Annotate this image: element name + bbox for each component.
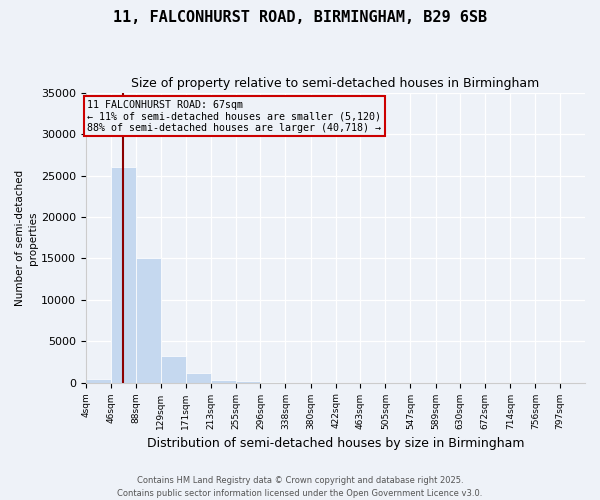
Bar: [86, 379, 111, 382]
Text: Contains HM Land Registry data © Crown copyright and database right 2025.
Contai: Contains HM Land Registry data © Crown c…: [118, 476, 482, 498]
Y-axis label: Number of semi-detached
properties: Number of semi-detached properties: [15, 170, 38, 306]
X-axis label: Distribution of semi-detached houses by size in Birmingham: Distribution of semi-detached houses by …: [146, 437, 524, 450]
Bar: [136, 258, 161, 382]
Bar: [211, 380, 236, 382]
Text: 11 FALCONHURST ROAD: 67sqm
← 11% of semi-detached houses are smaller (5,120)
88%: 11 FALCONHURST ROAD: 67sqm ← 11% of semi…: [87, 100, 381, 133]
Text: 11, FALCONHURST ROAD, BIRMINGHAM, B29 6SB: 11, FALCONHURST ROAD, BIRMINGHAM, B29 6S…: [113, 10, 487, 25]
Title: Size of property relative to semi-detached houses in Birmingham: Size of property relative to semi-detach…: [131, 78, 539, 90]
Bar: [185, 372, 211, 382]
Bar: [111, 166, 136, 382]
Bar: [236, 381, 260, 382]
Bar: [161, 356, 185, 382]
